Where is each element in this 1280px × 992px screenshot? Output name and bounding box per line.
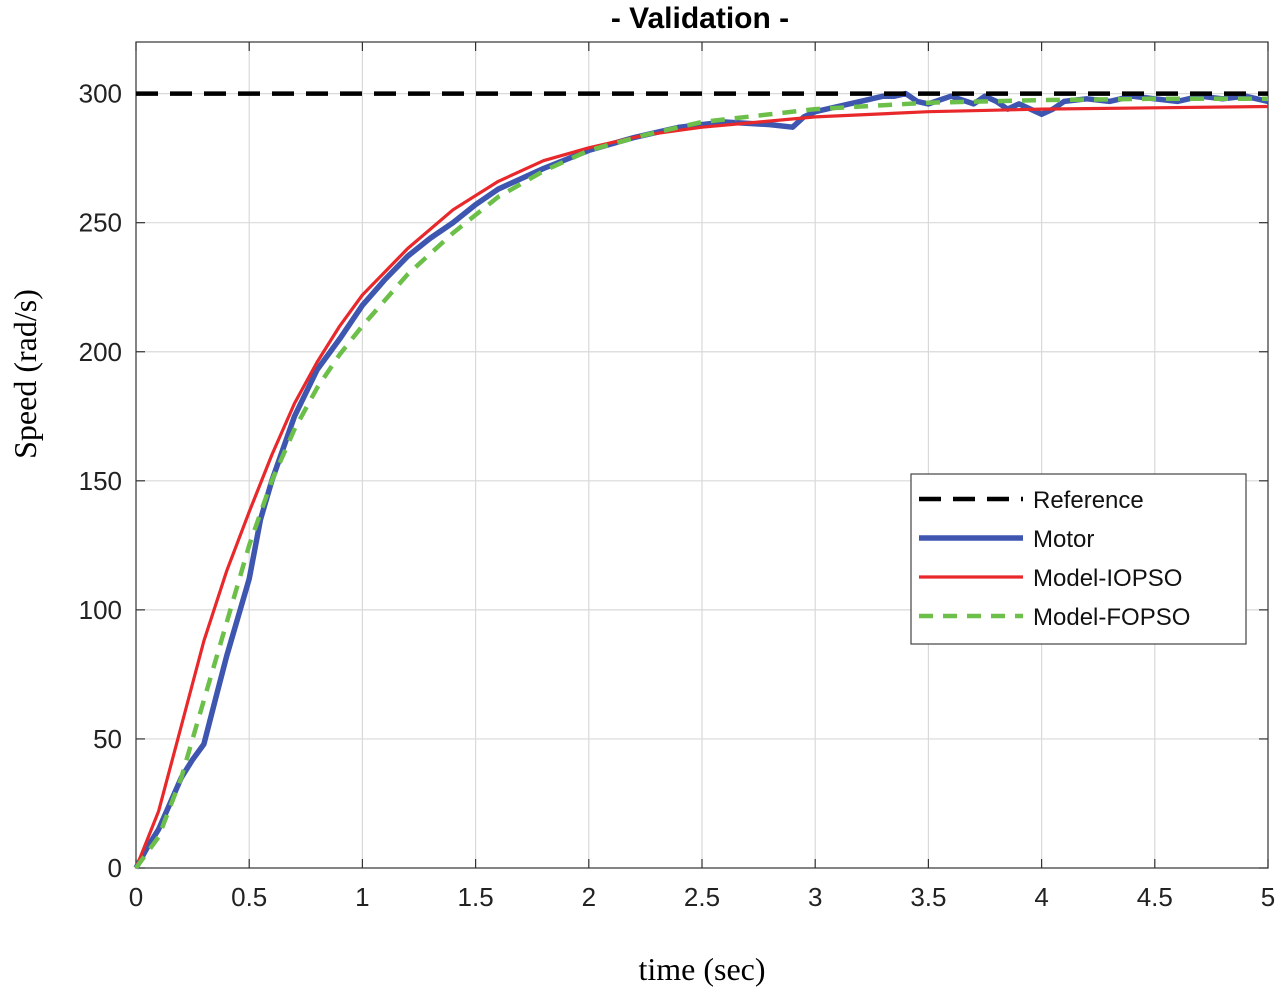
chart-title: - Validation - <box>611 2 789 35</box>
y-axis-label: Speed (rad/s) <box>7 289 43 459</box>
x-tick-label: 1 <box>355 882 369 912</box>
legend-label-model-iopso: Model-IOPSO <box>1033 565 1182 592</box>
series-line-motor <box>133 90 1269 870</box>
x-tick-label: 5 <box>1261 882 1275 912</box>
series-group <box>133 90 1269 870</box>
y-tick-label: 100 <box>79 595 122 625</box>
x-tick-label: 2 <box>582 882 596 912</box>
y-tick-label: 250 <box>79 208 122 238</box>
x-tick-label: 3.5 <box>910 882 946 912</box>
legend-label-model-fopso: Model-FOPSO <box>1033 604 1190 631</box>
x-tick-label: 0 <box>129 882 143 912</box>
y-tick-label: 200 <box>79 337 122 367</box>
x-tick-label: 4.5 <box>1137 882 1173 912</box>
y-tick-label: 0 <box>108 853 122 883</box>
legend-box <box>910 473 1247 645</box>
y-tick-label: 300 <box>79 79 122 109</box>
legend-label-reference: Reference <box>1033 487 1144 514</box>
x-tick-label: 2.5 <box>684 882 720 912</box>
grid <box>135 42 1269 869</box>
legend: Reference Motor Model-IOPSO Model-FOPSO <box>910 473 1247 645</box>
x-tick-label: 3 <box>808 882 822 912</box>
series-line-model-fopso <box>134 96 1268 870</box>
x-tick-label: 0.5 <box>231 882 267 912</box>
series-line-model-iopso <box>134 104 1269 869</box>
y-tick-label: 150 <box>79 466 122 496</box>
plot-frame <box>135 41 1269 869</box>
x-tick-label: 4 <box>1034 882 1048 912</box>
x-axis-label: time (sec) <box>638 951 765 987</box>
y-tick-label: 50 <box>93 724 122 754</box>
legend-label-motor: Motor <box>1033 526 1094 553</box>
x-tick-label: 1.5 <box>458 882 494 912</box>
